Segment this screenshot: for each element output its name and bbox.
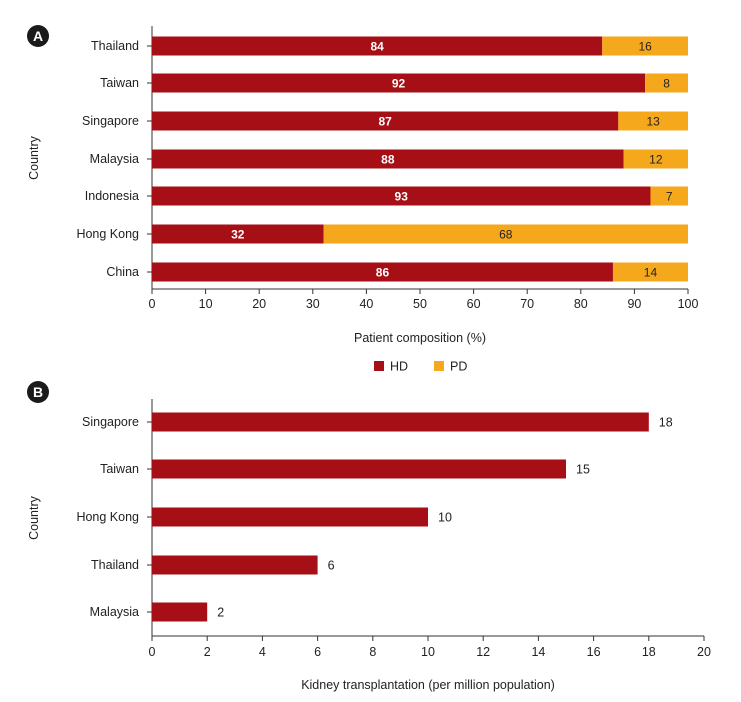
bar-pd [323,224,688,244]
data-label: 10 [438,511,452,525]
x-tick-label: 0 [149,297,156,311]
data-label: 8 [663,77,670,91]
panel-a-badge [27,25,49,47]
bar [152,555,318,575]
bar-hd [152,224,324,244]
data-label: 93 [395,190,409,204]
bar-pd [618,111,688,131]
data-label: 12 [649,153,663,167]
category-label: China [106,265,139,279]
data-label: 15 [576,463,590,477]
bar-hd [152,36,603,56]
bar-pd [650,186,688,206]
legend-swatch-pd [434,361,444,371]
bar-pd [602,36,688,56]
x-tick-label: 90 [627,297,641,311]
category-label: Malaysia [90,605,139,619]
bar-pd [623,149,688,169]
x-tick-label: 10 [199,297,213,311]
bar-hd [152,149,624,169]
x-tick-label: 14 [531,645,545,659]
data-label: 88 [381,153,395,167]
y-axis-title: Country [27,495,41,540]
data-label: 92 [392,77,406,91]
category-label: Hong Kong [76,227,139,241]
panel-label: B [33,384,43,400]
legend-label-hd: HD [390,360,408,374]
x-tick-label: 8 [369,645,376,659]
category-label: Thailand [91,558,139,572]
data-label: 7 [666,190,673,204]
data-label: 14 [644,266,658,280]
bar [152,507,428,527]
x-tick-label: 80 [574,297,588,311]
category-label: Hong Kong [76,510,139,524]
x-tick-label: 20 [252,297,266,311]
x-tick-label: 20 [697,645,711,659]
data-label: 16 [638,40,652,54]
bar [152,412,649,432]
legend-label-pd: PD [450,360,467,374]
data-label: 84 [370,40,384,54]
x-tick-label: 50 [413,297,427,311]
y-axis-title: Country [27,135,41,180]
x-axis-title: Patient composition (%) [354,331,486,345]
x-tick-label: 70 [520,297,534,311]
bar-hd [152,73,646,93]
x-tick-label: 18 [642,645,656,659]
x-tick-label: 6 [314,645,321,659]
x-tick-label: 4 [259,645,266,659]
category-label: Thailand [91,39,139,53]
category-label: Singapore [82,114,139,128]
data-label: 32 [231,228,245,242]
data-label: 86 [376,266,390,280]
x-axis-title: Kidney transplantation (per million popu… [301,678,555,692]
x-tick-label: 0 [149,645,156,659]
x-tick-label: 30 [306,297,320,311]
bar-pd [612,262,688,282]
data-label: 68 [499,228,513,242]
bar-hd [152,111,619,131]
category-label: Taiwan [100,76,139,90]
x-tick-label: 40 [359,297,373,311]
x-tick-label: 10 [421,645,435,659]
x-tick-label: 12 [476,645,490,659]
category-label: Indonesia [85,189,139,203]
category-label: Singapore [82,415,139,429]
x-tick-label: 16 [587,645,601,659]
x-tick-label: 100 [678,297,699,311]
bar-pd [645,73,688,93]
x-tick-label: 60 [467,297,481,311]
panel-label: A [33,28,43,44]
data-label: 18 [659,416,673,430]
x-tick-label: 2 [204,645,211,659]
legend-swatch-hd [374,361,384,371]
panel-b-badge [27,381,49,403]
data-label: 2 [217,606,224,620]
data-label: 6 [328,559,335,573]
data-label: 87 [378,115,392,129]
data-label: 13 [646,115,660,129]
category-label: Malaysia [90,152,139,166]
bar-hd [152,186,651,206]
category-label: Taiwan [100,462,139,476]
bar [152,459,566,479]
bar-hd [152,262,613,282]
bar [152,602,208,622]
